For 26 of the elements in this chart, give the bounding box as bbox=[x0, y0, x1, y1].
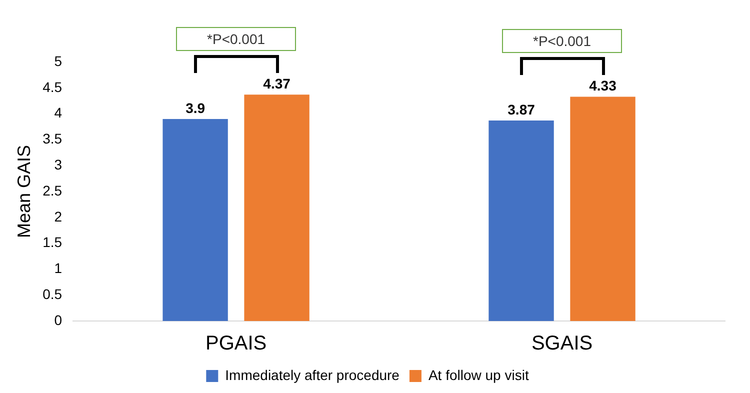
y-tick-label: 2.5 bbox=[42, 182, 62, 198]
y-tick-label: 0 bbox=[54, 312, 62, 328]
y-tick-label: 0.5 bbox=[42, 286, 62, 302]
y-tick-label: 2 bbox=[54, 208, 62, 224]
data-label: 3.87 bbox=[508, 101, 536, 118]
bar bbox=[570, 96, 636, 321]
y-tick-label: 1 bbox=[54, 260, 62, 276]
y-tick-label: 4.5 bbox=[42, 78, 62, 95]
legend-label: Immediately after procedure bbox=[225, 366, 400, 383]
x-tick-label: SGAIS bbox=[531, 332, 593, 355]
text-box: *P<0.001 bbox=[502, 28, 622, 53]
data-label: 4.37 bbox=[263, 75, 291, 92]
y-tick-label: 3 bbox=[54, 156, 62, 172]
y-tick-label: 3.5 bbox=[42, 130, 62, 147]
y-axis-title: Mean GAIS bbox=[14, 144, 34, 238]
text-box: *P<0.001 bbox=[176, 26, 296, 51]
y-tick-label: 1.5 bbox=[42, 234, 62, 250]
y-tick-label: 4 bbox=[54, 104, 62, 121]
bar bbox=[162, 118, 228, 321]
bar bbox=[488, 120, 554, 321]
data-label: 3.9 bbox=[186, 100, 206, 116]
x-tick-label: PGAIS bbox=[205, 332, 267, 355]
data-label: 4.33 bbox=[589, 78, 617, 94]
bar bbox=[244, 94, 310, 321]
y-tick-label: 5 bbox=[54, 52, 62, 69]
legend-label: At follow up visit bbox=[428, 366, 529, 383]
